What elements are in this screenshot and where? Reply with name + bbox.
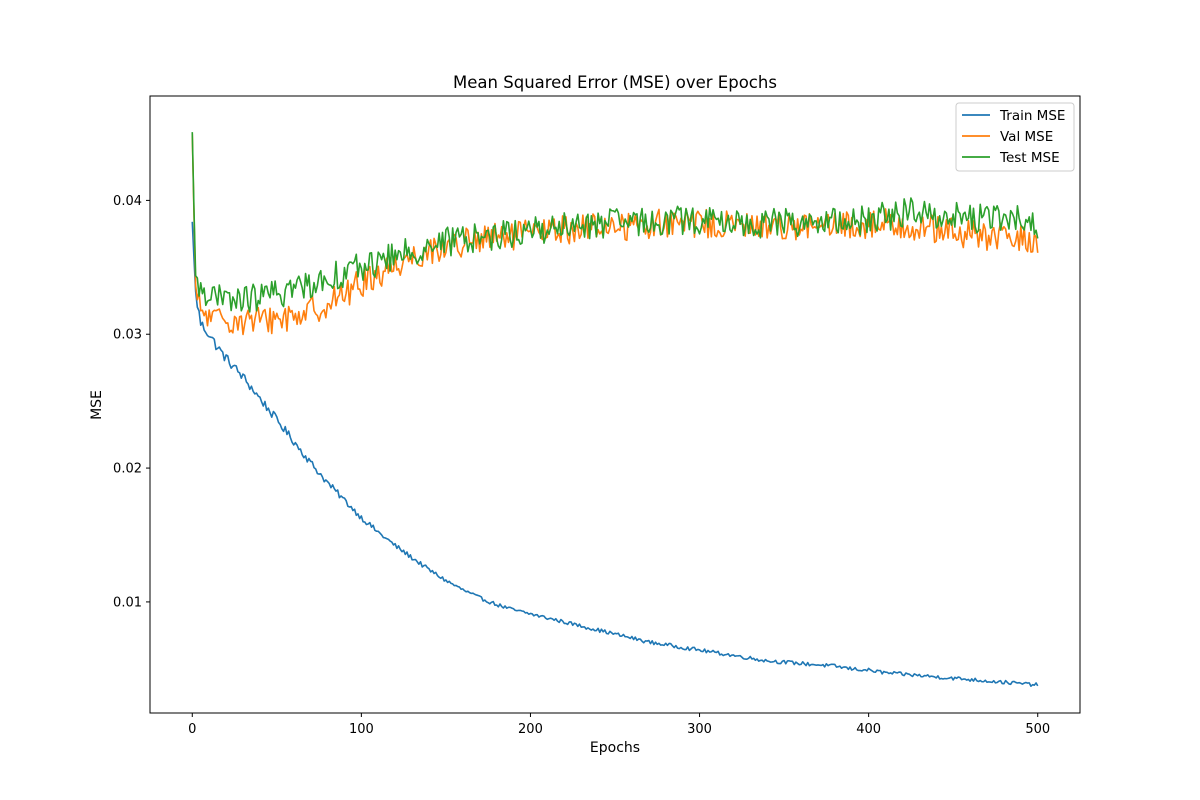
x-tick-label: 300 bbox=[687, 722, 712, 737]
chart-title: Mean Squared Error (MSE) over Epochs bbox=[453, 73, 777, 92]
y-tick-label: 0.03 bbox=[113, 328, 142, 343]
y-axis-label: MSE bbox=[89, 390, 105, 420]
x-axis-label: Epochs bbox=[590, 740, 640, 756]
legend-box bbox=[955, 102, 1075, 172]
series-line-test-mse bbox=[191, 132, 1039, 313]
y-tick-label: 0.04 bbox=[113, 194, 142, 209]
x-tick-label: 500 bbox=[1025, 722, 1050, 737]
legend-label: Train MSE bbox=[999, 108, 1065, 124]
x-tick-label: 400 bbox=[856, 722, 881, 737]
legend-label: Test MSE bbox=[999, 150, 1060, 166]
x-axis-ticks: 0 100 200 300 400 500 bbox=[188, 713, 1050, 737]
legend-label: Val MSE bbox=[1000, 129, 1053, 145]
y-tick-label: 0.01 bbox=[113, 595, 142, 610]
x-tick-label: 100 bbox=[349, 722, 374, 737]
x-tick-label: 0 bbox=[188, 722, 196, 737]
series-line-val-mse bbox=[191, 133, 1039, 336]
legend: Train MSE Val MSE Test MSE bbox=[955, 102, 1075, 172]
y-tick-label: 0.02 bbox=[113, 462, 142, 477]
plot-area-frame bbox=[149, 95, 1081, 714]
x-tick-label: 200 bbox=[518, 722, 543, 737]
y-axis-ticks: 0.01 0.02 0.03 0.04 bbox=[113, 194, 150, 610]
series-line-train-mse bbox=[191, 221, 1039, 688]
